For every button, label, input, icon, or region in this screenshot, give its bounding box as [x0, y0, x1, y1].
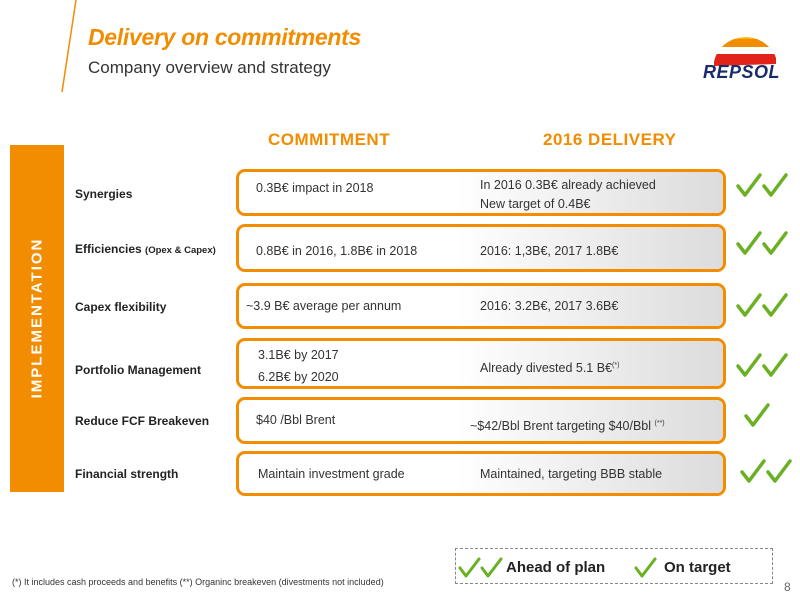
row-box-synergies [236, 169, 726, 216]
row-label-capex-flexibility: Capex flexibility [75, 300, 167, 314]
repsol-logo-icon [714, 37, 776, 66]
logo-wordmark: REPSOL [703, 62, 781, 82]
commitment-efficiencies: 0.8B€ in 2016, 1.8B€ in 2018 [256, 244, 418, 258]
row-label-efficiencies: Efficiencies (Opex & Capex) [75, 242, 216, 256]
commitment-financial-strength: Maintain investment grade [258, 467, 405, 481]
legend-on-target: On target [664, 559, 731, 576]
single-check-icon [744, 403, 770, 427]
row-box-capex-flexibility [236, 283, 726, 329]
commitment-portfolio-line1: 3.1B€ by 2017 [258, 348, 339, 362]
double-check-icon [736, 173, 788, 197]
page-title: Delivery on commitments [88, 24, 362, 50]
delivery-capex-flexibility: 2016: 3.2B€, 2017 3.6B€ [480, 299, 619, 313]
commitment-capex-flexibility: ~3.9 B€ average per annum [246, 299, 402, 313]
double-check-icon [736, 293, 788, 317]
header-slash-decoration [61, 0, 77, 93]
commitment-synergies: 0.3B€ impact in 2018 [256, 181, 374, 195]
commitment-fcf-breakeven: $40 /Bbl Brent [256, 413, 336, 427]
row-box-fcf-breakeven [236, 397, 726, 444]
column-header-delivery: 2016 DELIVERY [543, 130, 677, 149]
double-check-icon [736, 231, 788, 255]
delivery-synergies-line1: In 2016 0.3B€ already achieved [480, 178, 656, 192]
legend-ahead-of-plan: Ahead of plan [506, 559, 606, 576]
row-label-portfolio-management: Portfolio Management [75, 363, 202, 377]
page-subtitle: Company overview and strategy [88, 58, 331, 77]
row-label-synergies: Synergies [75, 187, 133, 201]
delivery-synergies-line2: New target of 0.4B€ [480, 197, 591, 211]
double-check-icon [736, 353, 788, 377]
delivery-portfolio: Already divested 5.1 B€(*) [480, 361, 620, 376]
implementation-side-bar [10, 145, 64, 492]
legend-box [455, 548, 773, 584]
delivery-financial-strength: Maintained, targeting BBB stable [480, 467, 663, 481]
commitment-portfolio-line2: 6.2B€ by 2020 [258, 370, 339, 384]
column-header-commitment: COMMITMENT [268, 130, 391, 149]
implementation-label: IMPLEMENTATION [28, 237, 46, 399]
delivery-efficiencies: 2016: 1,3B€, 2017 1.8B€ [480, 244, 619, 258]
double-check-icon [458, 557, 503, 578]
delivery-fcf-breakeven: ~$42/Bbl Brent targeting $40/Bbl (**) [470, 419, 665, 434]
double-check-icon [740, 459, 792, 483]
footnote-marker: (*) [612, 362, 620, 369]
page-number: 8 [784, 580, 791, 594]
row-label-fcf-breakeven: Reduce FCF Breakeven [75, 414, 210, 428]
row-box-financial-strength [236, 451, 726, 496]
single-check-icon [634, 557, 657, 578]
footnote-marker: (**) [654, 420, 665, 427]
row-box-efficiencies [236, 224, 726, 272]
row-box-portfolio-management [236, 338, 726, 389]
row-label-financial-strength: Financial strength [75, 467, 179, 481]
footnote: (*) It includes cash proceeds and benefi… [12, 577, 384, 587]
